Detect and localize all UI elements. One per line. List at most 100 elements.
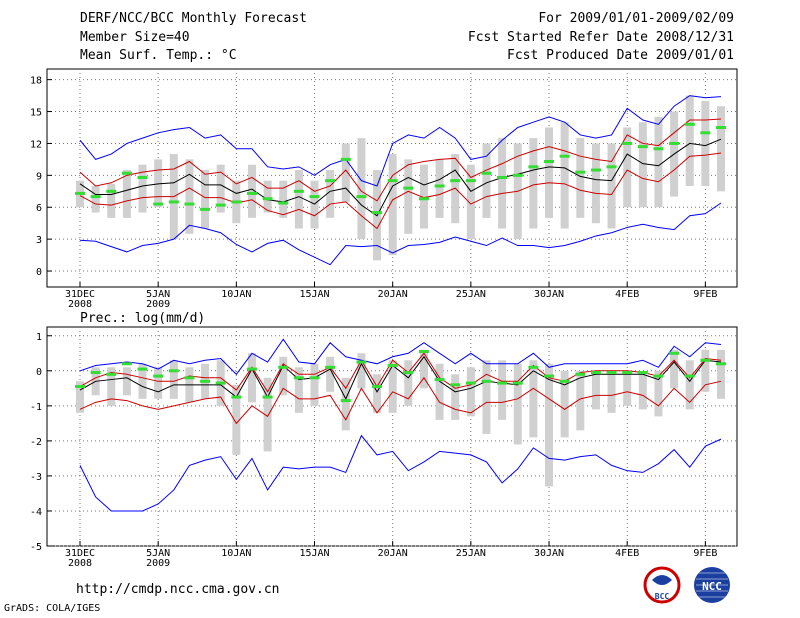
ensemble-box (670, 349, 679, 389)
ensemble-box (560, 370, 569, 438)
ensemble-box (107, 183, 116, 218)
y-tick-label: 0 (36, 267, 42, 278)
x-tick-label: 4FEB (615, 289, 639, 300)
ensemble-box (482, 360, 491, 434)
ensemble-box (373, 374, 382, 413)
y-tick-label: 18 (30, 76, 42, 87)
y-tick-label: 12 (30, 139, 42, 150)
ensemble-box (216, 164, 225, 213)
ensemble-box (91, 185, 100, 213)
member-size: Member Size=40 (80, 30, 190, 45)
ensemble-box (545, 363, 554, 487)
ensemble-box (717, 349, 725, 399)
x-tick-label: 30JAN (534, 548, 564, 559)
y-tick-label: -5 (30, 542, 42, 553)
ensemble-box (623, 127, 632, 208)
ensemble-box (685, 360, 694, 410)
ensemble-box (294, 170, 303, 229)
ncc-logo: NCC (694, 567, 730, 603)
x-tick-year: 2009 (146, 558, 170, 569)
ensemble-box (607, 143, 616, 229)
x-tick-label: 25JAN (456, 289, 486, 300)
x-tick-label: 15JAN (299, 548, 329, 559)
x-tick-label: 10JAN (221, 548, 251, 559)
ensemble-box (576, 138, 585, 218)
ensemble-box (419, 349, 428, 389)
x-tick-label: 10JAN (221, 289, 251, 300)
ensemble-box (154, 367, 163, 399)
ensemble-box (341, 143, 350, 202)
ensemble-box (232, 384, 241, 455)
ensemble-box (607, 370, 616, 413)
ensemble-box (185, 159, 194, 234)
y-tick-label: 6 (36, 203, 42, 214)
ensemble-box (529, 138, 538, 229)
ensemble-box (122, 367, 131, 396)
start-date: Fcst Started Refer Date 2008/12/31 (467, 30, 734, 45)
ensemble-box (419, 164, 428, 229)
ensemble-box (591, 370, 600, 410)
bcc-logo-text: BCC (655, 592, 670, 601)
ensemble-box (576, 370, 585, 431)
plot-frame (46, 326, 738, 547)
ensemble-box (138, 363, 147, 399)
ensemble-box (388, 360, 397, 413)
ensemble-box (498, 360, 507, 420)
source-url[interactable]: http://cmdp.ncc.cma.gov.cn (76, 582, 280, 597)
y-tick-label: 9 (36, 171, 42, 182)
ensemble-box (404, 159, 413, 234)
y-tick-label: -3 (30, 472, 42, 483)
ensemble-box (701, 100, 710, 186)
y-tick-label: 1 (36, 332, 42, 343)
ensemble-box (279, 356, 288, 396)
ncc-logo-text: NCC (702, 580, 722, 593)
ensemble-box (498, 138, 507, 229)
ensemble-box (638, 122, 647, 208)
ensemble-box (451, 374, 460, 420)
ensemble-box (717, 106, 725, 192)
x-tick-year: 2008 (68, 299, 92, 310)
x-tick-label: 31DEC (65, 289, 95, 300)
x-tick-label: 5JAN (146, 289, 170, 300)
ensemble-box (122, 170, 131, 218)
x-tick-label: 15JAN (299, 289, 329, 300)
ensemble-box (357, 353, 366, 389)
ensemble-box (138, 164, 147, 213)
ensemble-box (545, 127, 554, 218)
series-lower-line (79, 376, 722, 425)
ensemble-box (638, 374, 647, 410)
ensemble-box (294, 367, 303, 413)
ensemble-box (404, 360, 413, 406)
ensemble-box (513, 363, 522, 445)
ensemble-box (466, 367, 475, 417)
x-tick-label: 31DEC (65, 548, 95, 559)
variable-label: Mean Surf. Temp.: °C (80, 48, 237, 63)
chart-title: DERF/NCC/BCC Monthly Forecast (80, 11, 307, 26)
x-tick-label: 4FEB (615, 548, 639, 559)
ensemble-box (435, 159, 444, 218)
series-mean-line (79, 138, 722, 217)
x-tick-year: 2009 (146, 299, 170, 310)
series-lower-line (79, 152, 722, 230)
ensemble-box (388, 154, 397, 256)
ensemble-box (247, 353, 256, 403)
series-mean-line (79, 355, 722, 400)
produced-date: Fcst Produced Date 2009/01/01 (507, 48, 734, 63)
x-tick-label: 20JAN (378, 548, 408, 559)
ensemble-box (435, 363, 444, 420)
ensemble-box (623, 370, 632, 406)
series-max-line (79, 95, 722, 187)
plot-frame (46, 68, 738, 288)
grads-credit: GrADS: COLA/IGES (4, 603, 101, 614)
x-tick-label: 9FEB (693, 548, 717, 559)
bcc-logo-mark (652, 575, 672, 585)
ensemble-box (466, 164, 475, 240)
ensemble-box (560, 122, 569, 229)
ensemble-box (279, 180, 288, 218)
forecast-period: For 2009/01/01-2009/02/09 (538, 11, 734, 26)
y-tick-label: -4 (30, 507, 42, 518)
x-tick-label: 25JAN (456, 548, 486, 559)
y-tick-label: -2 (30, 437, 42, 448)
